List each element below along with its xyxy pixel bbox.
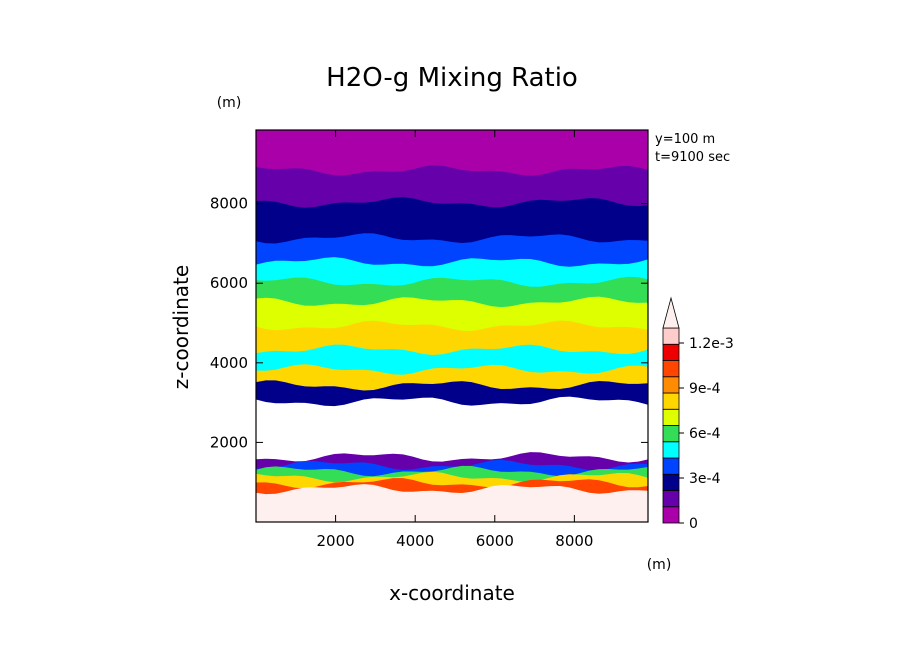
contour-layer	[256, 484, 648, 522]
contour-layer	[256, 478, 648, 497]
chart-title: H2O-g Mixing Ratio	[326, 63, 578, 93]
contour-layer	[256, 165, 648, 211]
annotation-t: t=9100 sec	[655, 150, 730, 165]
y-tick-label: 4000	[210, 354, 248, 372]
colorbar-tick-label: 9e-4	[689, 381, 721, 397]
contour-layer	[256, 233, 648, 270]
colorbar-segment	[662, 425, 680, 443]
y-axis-label: z-coordinate	[169, 265, 193, 389]
contour-layer	[256, 452, 648, 473]
contour-layer	[256, 344, 648, 378]
annotation-y: y=100 m	[655, 132, 715, 147]
x-tick-label: 2000	[317, 532, 355, 550]
x-tick-label: 6000	[476, 532, 514, 550]
plot-frame	[255, 129, 649, 523]
y-unit-label: (m)	[217, 95, 242, 111]
x-axis-label: x-coordinate	[389, 581, 515, 605]
contour-layer	[256, 257, 648, 290]
contour-layer	[256, 396, 648, 465]
colorbar-tick-label: 3e-4	[689, 471, 721, 487]
colorbar: 0 3e-4 6e-4 9e-4 1.2e-3	[662, 296, 734, 532]
contour-layer	[256, 364, 648, 393]
colorbar-segment	[662, 506, 680, 524]
colorbar-segment	[662, 327, 680, 345]
contour-layer	[256, 130, 648, 179]
colorbar-segment	[662, 490, 680, 508]
y-tick-label: 2000	[210, 433, 248, 451]
colorbar-segment	[662, 392, 680, 410]
colorbar-segment	[662, 343, 680, 361]
colorbar-segment	[662, 457, 680, 475]
colorbar-segment	[662, 376, 680, 394]
colorbar-segment	[662, 360, 680, 378]
x-unit-label: (m)	[647, 557, 672, 573]
colorbar-segment	[662, 441, 680, 459]
colorbar-segment	[662, 408, 680, 426]
axis-ticks: 2000 4000 6000 8000 2000 4000 6000 8000	[210, 130, 648, 550]
x-tick-label: 4000	[396, 532, 434, 550]
colorbar-tick-label: 6e-4	[689, 426, 721, 442]
y-tick-label: 6000	[210, 274, 248, 292]
y-tick-label: 8000	[210, 195, 248, 213]
contour-layer	[256, 276, 648, 310]
colorbar-overflow-arrow	[662, 296, 680, 329]
contour-plot	[256, 130, 648, 522]
colorbar-segment	[662, 473, 680, 491]
contour-layer	[256, 471, 648, 491]
contour-layer	[256, 197, 648, 246]
x-tick-label: 8000	[555, 532, 593, 550]
colorbar-tick-label: 1.2e-3	[689, 336, 734, 352]
colorbar-tick-label: 0	[689, 516, 698, 532]
